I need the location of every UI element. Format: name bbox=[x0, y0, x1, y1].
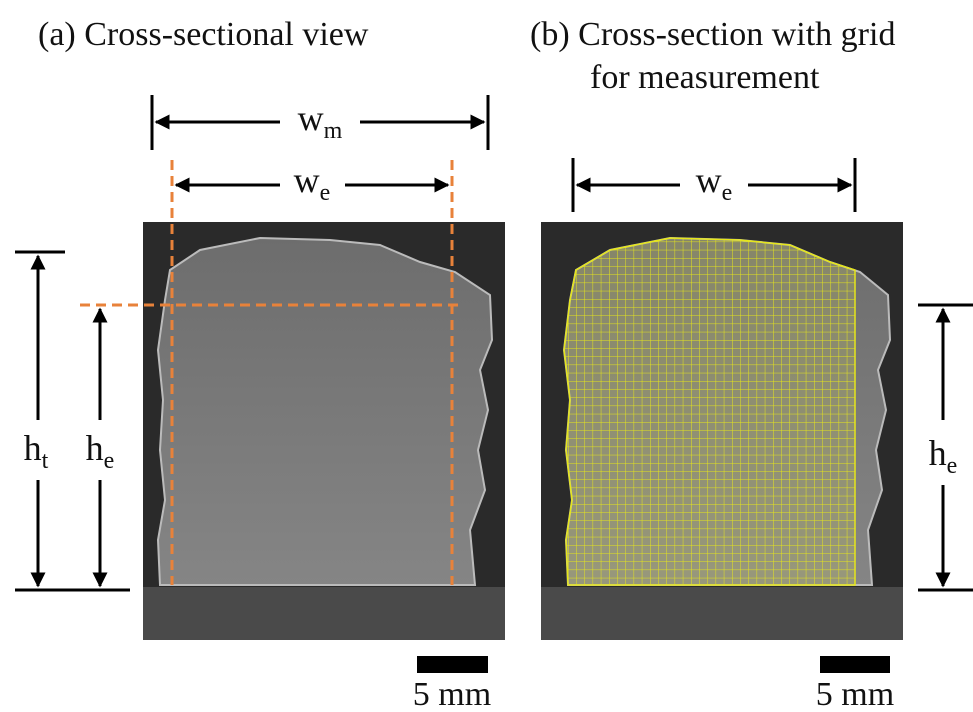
label-he: he bbox=[929, 433, 958, 479]
label-wm: wm bbox=[298, 98, 343, 144]
scale-bar bbox=[820, 656, 890, 673]
panel-b: (b) Cross-section with grid for measurem… bbox=[530, 16, 973, 712]
panel-a: (a) Cross-sectional view wm we ht he 5 m… bbox=[15, 16, 505, 712]
measure-grid bbox=[564, 238, 855, 585]
scale-bar bbox=[417, 656, 488, 673]
deposit bbox=[158, 238, 492, 585]
panel-title: (b) Cross-section with grid bbox=[530, 16, 895, 53]
scale-label: 5 mm bbox=[413, 676, 491, 712]
scale-label: 5 mm bbox=[816, 676, 894, 712]
figure: (a) Cross-sectional view wm we ht he 5 m… bbox=[0, 0, 973, 712]
substrate bbox=[541, 587, 903, 640]
label-ht: ht bbox=[24, 428, 49, 474]
panel-title: for measurement bbox=[590, 59, 820, 96]
label-we: we bbox=[696, 160, 733, 206]
panel-title: (a) Cross-sectional view bbox=[38, 16, 369, 53]
label-he: he bbox=[86, 428, 115, 474]
label-we: we bbox=[294, 160, 331, 206]
substrate bbox=[143, 587, 505, 640]
